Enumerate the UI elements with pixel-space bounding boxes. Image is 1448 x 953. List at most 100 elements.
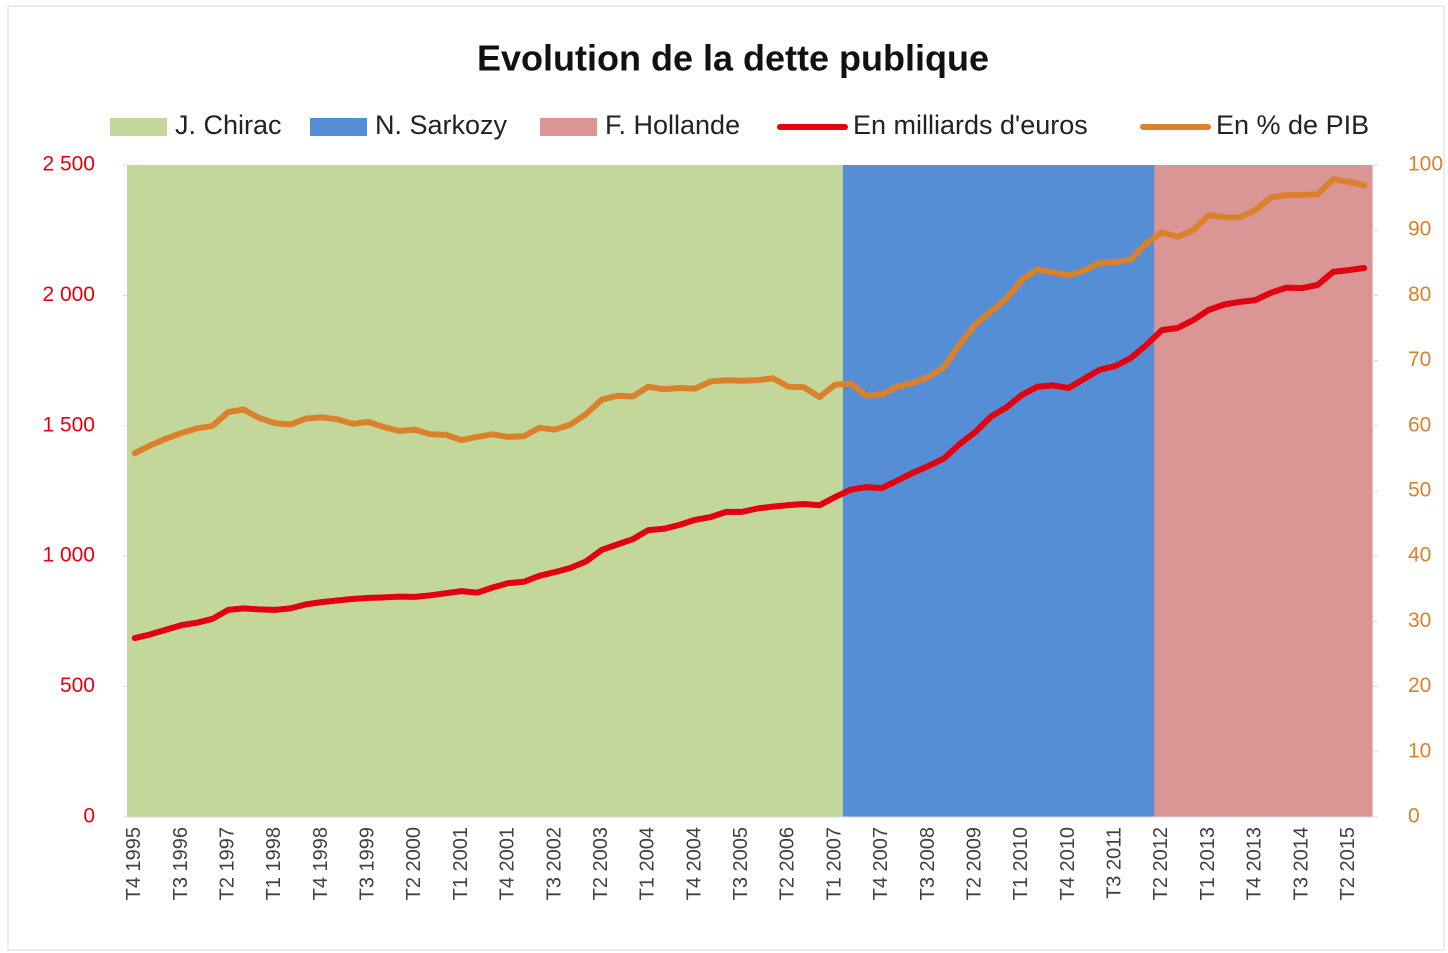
period-bar — [1154, 165, 1171, 817]
x-tick-label: T3 2002 — [543, 827, 565, 900]
period-bar — [484, 165, 502, 817]
period-bar — [422, 165, 439, 817]
period-bar — [158, 165, 175, 817]
x-tick-label: T4 1998 — [310, 827, 332, 900]
period-bar — [173, 165, 190, 817]
period-bar — [765, 165, 782, 817]
period-bar — [640, 165, 657, 817]
y-tick-label: 2 500 — [42, 153, 95, 176]
x-tick-label: T2 1997 — [216, 827, 238, 900]
period-bar — [313, 165, 330, 817]
period-bar — [827, 165, 844, 817]
x-tick-label: T2 2009 — [963, 827, 985, 900]
period-bar — [920, 165, 937, 817]
plot-bars — [127, 165, 1373, 817]
x-tick-label: T4 2013 — [1244, 827, 1266, 900]
period-bar — [1247, 165, 1264, 817]
period-bar — [376, 165, 393, 817]
period-bar — [360, 165, 377, 817]
x-tick-label: T2 2006 — [777, 827, 799, 900]
period-bar — [1107, 165, 1124, 817]
data-line — [131, 265, 1368, 642]
period-bar — [562, 165, 579, 817]
y-tick-label: 1 500 — [42, 413, 95, 436]
x-tick-label: T1 2010 — [1010, 827, 1032, 900]
plot-lines — [131, 176, 1368, 642]
x-tick-label: T1 2001 — [450, 827, 472, 900]
period-bar — [1076, 165, 1093, 817]
period-bar — [142, 165, 159, 817]
period-bar — [1231, 165, 1249, 817]
x-tick-label: T2 2000 — [403, 827, 425, 900]
x-tick-label: T3 2005 — [730, 827, 752, 900]
legend-label: N. Sarkozy — [375, 110, 508, 140]
y2-tick-label: 60 — [1408, 413, 1431, 436]
period-bar — [438, 165, 455, 817]
x-tick-label: T3 2008 — [917, 827, 939, 900]
period-bar — [500, 165, 517, 817]
x-tick-label: T2 2003 — [590, 827, 612, 900]
period-bar — [796, 165, 813, 817]
legend-label: J. Chirac — [175, 110, 282, 140]
x-tick-label: T4 1995 — [123, 827, 145, 900]
legend-label: En % de PIB — [1216, 110, 1369, 140]
period-bar — [516, 165, 533, 817]
period-bar — [204, 165, 221, 817]
period-bar — [936, 165, 953, 817]
period-bar — [625, 165, 642, 817]
x-tick-label: T3 2014 — [1290, 827, 1312, 900]
period-bar — [858, 165, 875, 817]
data-line — [131, 176, 1368, 457]
period-bar — [1091, 165, 1109, 817]
period-bar — [547, 165, 564, 817]
period-bar — [951, 165, 968, 817]
period-bar — [733, 165, 751, 817]
period-bar — [1294, 165, 1311, 817]
y-tick-label: 1 000 — [42, 544, 95, 567]
period-bar — [235, 165, 253, 817]
y2-tick-label: 30 — [1408, 609, 1431, 632]
period-bar — [1325, 165, 1342, 817]
period-bar — [453, 165, 470, 817]
y-tick-label: 0 — [83, 805, 95, 828]
period-bar — [407, 165, 424, 817]
legend-swatch — [310, 118, 367, 136]
y2-tick-label: 90 — [1408, 218, 1431, 241]
period-bar — [469, 165, 486, 817]
y2-tick-label: 10 — [1408, 739, 1431, 762]
x-tick-label: T4 2004 — [683, 827, 705, 900]
legend-swatch — [540, 118, 597, 136]
x-tick-label: T1 1998 — [263, 827, 285, 900]
period-bar — [531, 165, 548, 817]
period-bar — [1200, 165, 1217, 817]
period-bar — [998, 165, 1015, 817]
x-tick-label: T4 2010 — [1057, 827, 1079, 900]
period-bar — [267, 165, 284, 817]
period-bar — [1309, 165, 1326, 817]
period-bar — [1356, 165, 1373, 817]
period-bar — [656, 165, 673, 817]
x-tick-label: T1 2004 — [637, 827, 659, 900]
period-bar — [982, 165, 1000, 817]
period-bar — [189, 165, 206, 817]
y2-tick-label: 70 — [1408, 348, 1431, 371]
legend-label: F. Hollande — [605, 110, 740, 140]
x-tick-label: T4 2007 — [870, 827, 892, 900]
x-tick-label: T3 1999 — [357, 827, 379, 900]
period-bar — [1263, 165, 1280, 817]
period-bar — [578, 165, 595, 817]
period-bar — [298, 165, 315, 817]
period-bar — [811, 165, 828, 817]
period-bar — [671, 165, 688, 817]
period-bar — [967, 165, 984, 817]
x-tick-label: T3 1996 — [170, 827, 192, 900]
x-tick-label: T4 2001 — [497, 827, 519, 900]
y2-tick-label: 80 — [1408, 283, 1431, 306]
period-bar — [344, 165, 362, 817]
x-tick-label: T2 2015 — [1337, 827, 1359, 900]
period-bar — [889, 165, 906, 817]
period-bar — [1123, 165, 1140, 817]
period-bar — [687, 165, 704, 817]
period-bar — [1029, 165, 1046, 817]
